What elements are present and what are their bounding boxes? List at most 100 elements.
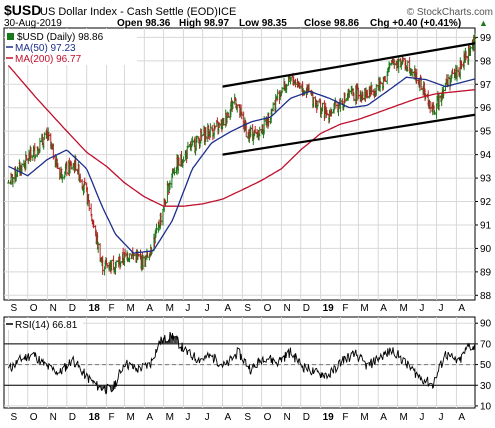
- price-legend: $USD (Daily) 98.86 MA(50) 97.23 MA(200) …: [5, 29, 137, 65]
- rsi-x-tick-label: N: [50, 412, 57, 423]
- price-x-tick-label: S: [10, 303, 17, 314]
- channel-upper-line: [222, 42, 476, 88]
- rsi-y-tick-label: 70: [480, 339, 492, 350]
- price-x-tick-label: A: [225, 303, 232, 314]
- price-x-axis: S O N D 18 F M A M J J A S O N D 19 F M A M J J A: [10, 303, 465, 314]
- rsi-extreme-area: [174, 336, 177, 344]
- rsi-y-axis: 10 30 50 70 90: [475, 319, 492, 412]
- price-y-tick-label: 99: [480, 33, 492, 44]
- price-x-tick-label: 19: [323, 303, 335, 314]
- rsi-x-tick-label: A: [146, 412, 153, 423]
- rsi-x-tick-label: M: [360, 412, 368, 423]
- price-y-tick-label: 91: [480, 220, 492, 231]
- rsi-x-tick-label: S: [244, 412, 251, 423]
- rsi-line: [8, 331, 476, 395]
- rsi-x-tick-label: D: [303, 412, 310, 423]
- price-x-tick-label: F: [109, 303, 115, 314]
- rsi-label-background: [5, 318, 83, 330]
- price-y-tick-label: 92: [480, 197, 492, 208]
- legend-background: [5, 29, 137, 65]
- price-y-tick-label: 97: [480, 80, 492, 91]
- rsi-y-tick-label: 30: [480, 381, 492, 392]
- price-x-tick-label: J: [185, 303, 190, 314]
- price-x-tick-label: 18: [89, 303, 101, 314]
- rsi-y-tick-label: 90: [480, 319, 492, 330]
- ma200-legend-label: MA(200) 96.77: [15, 54, 82, 65]
- price-y-tick-label: 89: [480, 267, 492, 278]
- high-value: High 98.97: [179, 18, 229, 29]
- rsi-x-tick-label: O: [264, 412, 272, 423]
- instrument-name: US Dollar Index - Cash Settle (EOD): [40, 6, 218, 18]
- rsi-x-tick-label: D: [69, 412, 76, 423]
- low-value: Low 98.35: [239, 18, 287, 29]
- price-x-tick-label: N: [50, 303, 57, 314]
- price-x-tick-label: O: [30, 303, 38, 314]
- exchange-label: ICE: [218, 6, 236, 18]
- price-y-tick-label: 95: [480, 127, 492, 138]
- rsi-panel: 10 30 50 70 90 RSI(14) 66.81: [3, 316, 492, 412]
- quote-line: 30-Aug-2019 Open 98.36 High 98.97 Low 98…: [4, 18, 488, 29]
- rsi-x-tick-label: O: [30, 412, 38, 423]
- rsi-x-tick-label: M: [166, 412, 174, 423]
- price-bars: [7, 33, 477, 276]
- close-value: Close 98.86: [304, 18, 359, 29]
- price-x-tick-label: M: [360, 303, 368, 314]
- price-y-tick-label: 93: [480, 174, 492, 185]
- rsi-x-tick-label: 18: [89, 412, 101, 423]
- rsi-x-tick-label: M: [126, 412, 134, 423]
- price-y-tick-label: 94: [480, 150, 492, 161]
- rsi-x-tick-label: J: [419, 412, 424, 423]
- ma50-legend-label: MA(50) 97.23: [15, 43, 76, 54]
- price-x-tick-label: A: [380, 303, 387, 314]
- price-x-tick-label: A: [458, 303, 465, 314]
- ma200-line: [7, 65, 476, 207]
- price-x-tick-label: D: [69, 303, 76, 314]
- price-y-tick-label: 88: [480, 291, 492, 302]
- rsi-x-tick-label: A: [380, 412, 387, 423]
- watermark: © StockCharts.com: [407, 7, 493, 18]
- rsi-x-tick-label: F: [109, 412, 115, 423]
- price-panel: 88 89 90 91 92 93 94 95 96 97 98 99 $USD (Daily) 98…: [3, 27, 492, 302]
- rsi-extreme-area: [173, 336, 175, 344]
- channel-lower-line: [222, 113, 476, 156]
- rsi-extreme-area: [111, 385, 114, 392]
- rsi-line-group: [8, 331, 476, 395]
- ma50-line: [8, 76, 476, 254]
- symbol-label: $USD: [4, 2, 41, 18]
- price-y-tick-label: 98: [480, 56, 492, 67]
- title-bar: $USD US Dollar Index - Cash Settle (EOD)…: [4, 2, 493, 18]
- rsi-x-tick-label: N: [283, 412, 290, 423]
- price-lines: [7, 42, 476, 254]
- rsi-y-tick-label: 10: [480, 401, 492, 412]
- rsi-x-tick-label: A: [458, 412, 465, 423]
- price-x-tick-label: M: [126, 303, 134, 314]
- rsi-x-tick-label: J: [205, 412, 210, 423]
- price-x-tick-label: M: [399, 303, 407, 314]
- price-x-tick-label: A: [146, 303, 153, 314]
- price-x-tick-label: N: [283, 303, 290, 314]
- price-x-tick-label: S: [244, 303, 251, 314]
- price-x-tick-label: M: [166, 303, 174, 314]
- price-x-tick-label: F: [342, 303, 348, 314]
- price-x-tick-label: J: [419, 303, 424, 314]
- rsi-x-tick-label: J: [185, 412, 190, 423]
- rsi-x-tick-label: 19: [323, 412, 335, 423]
- rsi-plot-frame: [3, 316, 476, 409]
- price-x-tick-label: J: [439, 303, 444, 314]
- price-y-axis: 88 89 90 91 92 93 94 95 96 97 98 99: [475, 33, 492, 302]
- price-y-tick-label: 96: [480, 103, 492, 114]
- rsi-x-tick-label: F: [342, 412, 348, 423]
- price-y-tick-label: 90: [480, 244, 492, 255]
- rsi-label: RSI(14) 66.81: [15, 320, 78, 331]
- rsi-x-tick-label: J: [439, 412, 444, 423]
- open-value: Open 98.36: [117, 18, 171, 29]
- rsi-x-tick-label: M: [399, 412, 407, 423]
- price-x-tick-label: O: [264, 303, 272, 314]
- rsi-y-tick-label: 50: [480, 360, 492, 371]
- price-x-tick-label: J: [205, 303, 210, 314]
- change-value: Chg +0.40 (+0.41%): [370, 18, 461, 29]
- price-x-tick-label: D: [303, 303, 310, 314]
- rsi-x-axis: S O N D 18 F M A M J J A S O N D 19 F M A M J J A: [10, 412, 465, 423]
- date-label: 30-Aug-2019: [4, 18, 62, 29]
